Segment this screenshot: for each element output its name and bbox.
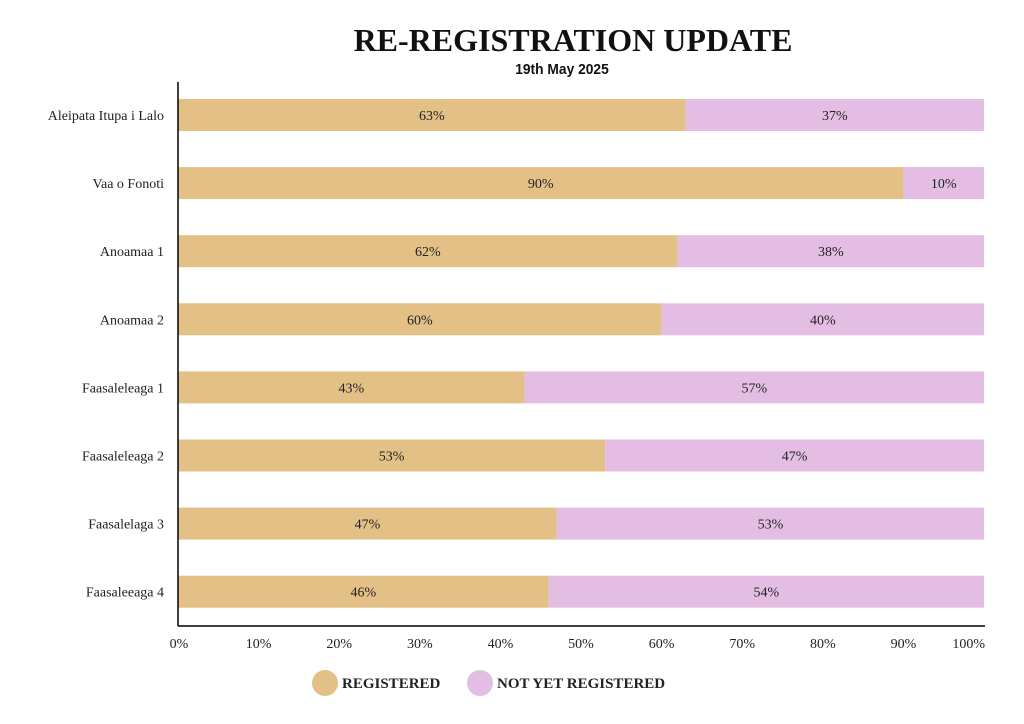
bar-segment-not-yet-registered (661, 303, 984, 336)
bar-segment-registered (178, 371, 525, 404)
data-label: 47% (355, 518, 381, 533)
legend-label: REGISTERED (342, 676, 441, 692)
bar-segment-not-yet-registered (605, 439, 984, 472)
category-label: Aleipata Itupa i Lalo (48, 109, 164, 124)
data-label: 10% (931, 177, 957, 192)
data-label: 63% (419, 109, 445, 124)
category-label: Faasaleleaga 1 (82, 381, 164, 396)
bar-segment-registered (178, 303, 662, 336)
bar-segment-registered (178, 575, 549, 608)
chart-subtitle: 19th May 2025 (515, 61, 609, 78)
data-label: 38% (818, 245, 844, 260)
data-label: 46% (351, 586, 377, 601)
bar-segment-not-yet-registered (685, 99, 984, 131)
category-label: Anoamaa 2 (100, 313, 164, 328)
bar-segment-not-yet-registered (524, 371, 984, 404)
category-label: Vaa o Fonoti (92, 177, 164, 192)
data-label: 90% (528, 177, 554, 192)
x-tick-label: 30% (407, 637, 433, 652)
data-label: 54% (754, 586, 780, 601)
x-tick-label: 100% (952, 637, 985, 652)
legend-label: NOT YET REGISTERED (497, 676, 665, 692)
x-tick-label: 0% (170, 637, 189, 652)
data-label: 62% (415, 245, 441, 260)
bar-segment-registered (178, 235, 678, 268)
data-label: 57% (741, 381, 767, 396)
data-label: 37% (822, 109, 848, 124)
data-label: 47% (782, 450, 808, 465)
bars-layer: 63% 37% 90% 10% 62% 38% 60% 40% 43% 57% 53% 47% 47% 5… (178, 99, 984, 608)
bar-segment-not-yet-registered (548, 575, 984, 608)
x-tick-label: 70% (729, 637, 755, 652)
data-label: 53% (758, 518, 784, 533)
category-label: Anoamaa 1 (100, 245, 164, 260)
bar-segment-registered (178, 99, 686, 131)
data-label: 53% (379, 450, 405, 465)
x-tick-label: 90% (891, 637, 917, 652)
legend-swatch (312, 670, 338, 696)
category-labels: Aleipata Itupa i Lalo Vaa o Fonoti Anoamaa… (48, 109, 164, 601)
bar-segment-registered (178, 439, 606, 472)
bar-segment-not-yet-registered (903, 167, 984, 200)
legend-swatch (467, 670, 493, 696)
chart-title: RE-REGISTRATION UPDATE (353, 22, 793, 58)
x-tick-label: 40% (488, 637, 514, 652)
category-label: Faasaleleaga 2 (82, 450, 164, 465)
axes: 0% 10% 20% 30% 40% 50% 60% 70% 80% 90% 100% (170, 82, 985, 652)
bar-segment-not-yet-registered (677, 235, 984, 268)
data-label: 60% (407, 313, 433, 328)
data-label: 43% (338, 381, 364, 396)
bar-segment-registered (178, 167, 904, 200)
x-tick-label: 10% (246, 637, 272, 652)
x-tick-label: 60% (649, 637, 675, 652)
category-label: Faasalelaga 3 (88, 518, 164, 533)
legend: REGISTERED NOT YET REGISTERED (312, 670, 665, 696)
category-label: Faasaleeaga 4 (86, 586, 164, 601)
bar-segment-not-yet-registered (556, 507, 984, 540)
x-tick-label: 20% (326, 637, 352, 652)
bar-segment-registered (178, 507, 557, 540)
x-tick-label: 50% (568, 637, 594, 652)
data-label: 40% (810, 313, 836, 328)
x-tick-label: 80% (810, 637, 836, 652)
